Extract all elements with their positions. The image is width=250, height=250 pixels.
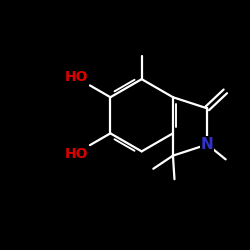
Text: N: N: [201, 137, 214, 152]
Text: HO: HO: [65, 146, 88, 160]
Text: HO: HO: [65, 70, 88, 84]
